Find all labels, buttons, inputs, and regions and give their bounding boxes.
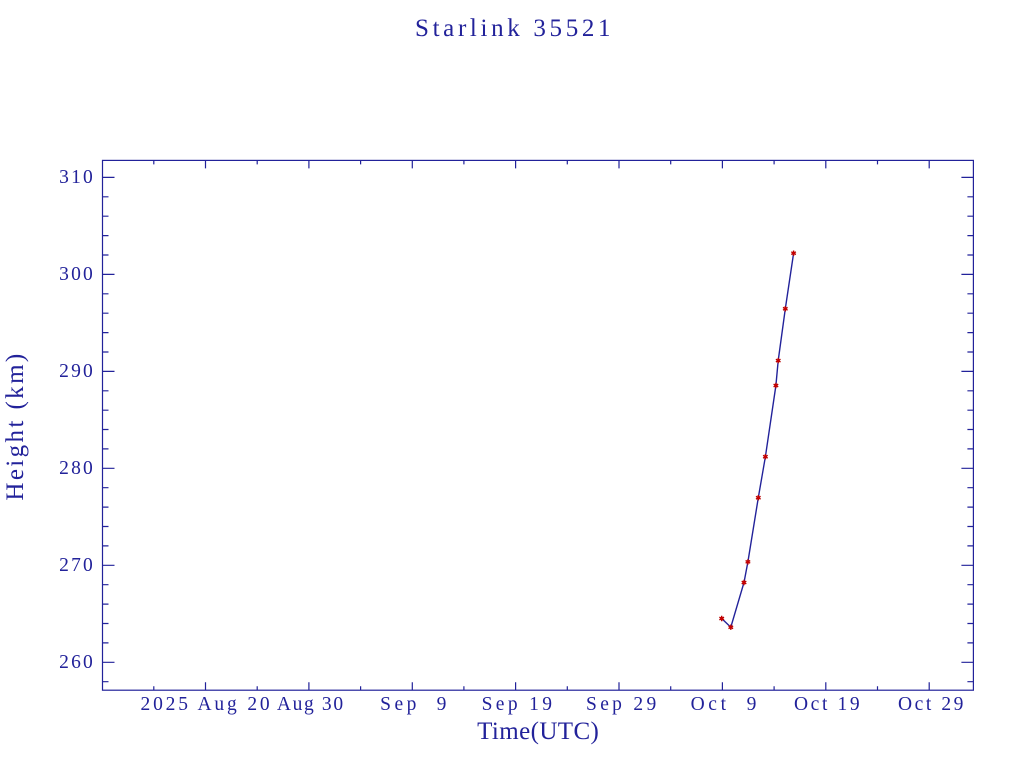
svg-text:Height (km): Height (km) [2,351,29,500]
svg-text:280: 280 [59,458,95,479]
svg-text:300: 300 [59,264,95,285]
svg-text:Starlink 35521: Starlink 35521 [415,15,614,42]
svg-text:Sep 29: Sep 29 [586,694,660,715]
svg-text:310: 310 [59,167,95,188]
svg-text:Sep 9: Sep 9 [380,694,450,715]
svg-text:290: 290 [59,361,95,382]
svg-text:Oct 9: Oct 9 [691,694,760,715]
svg-text:270: 270 [59,555,95,576]
svg-text:2025 Aug 20: 2025 Aug 20 [141,694,273,715]
svg-text:Oct 19: Oct 19 [794,694,862,715]
svg-text:260: 260 [59,652,95,673]
svg-text:Oct 29: Oct 29 [898,694,966,715]
svg-text:Sep 19: Sep 19 [482,694,556,715]
svg-text:Aug 30: Aug 30 [277,694,345,715]
svg-text:Time(UTC): Time(UTC) [477,718,599,745]
